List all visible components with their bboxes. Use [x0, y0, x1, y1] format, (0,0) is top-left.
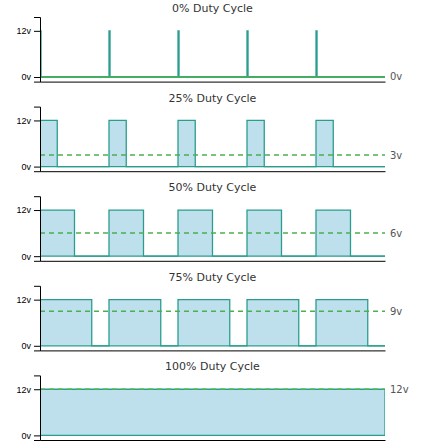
- y-tick: 0v: [21, 431, 40, 441]
- y-tick-mark: [34, 256, 40, 257]
- y-tick-mark: [34, 346, 40, 347]
- x-axis-line: [41, 82, 386, 83]
- panel-title: 75% Duty Cycle: [169, 271, 257, 284]
- panel: 50% Duty Cycle 0v 12v 6v: [16, 181, 402, 261]
- y-tick-mark: [34, 435, 40, 436]
- plot-area: [40, 120, 385, 166]
- panel: 25% Duty Cycle 0v 12v 3v: [16, 92, 402, 172]
- y-tick: 0v: [21, 252, 40, 262]
- y-tick: 12v: [16, 116, 40, 126]
- y-tick-mark: [34, 300, 40, 301]
- y-tick: 0v: [21, 162, 40, 172]
- average-line: [40, 232, 385, 234]
- figure: 0% Duty Cycle 0v 12v 0v 25% Duty Cycle 0v 12v 3…: [0, 0, 421, 448]
- signal-line: [40, 345, 385, 346]
- y-tick-mark: [34, 167, 40, 168]
- y-tick-label: 12v: [16, 116, 31, 126]
- average-label: 12v: [390, 384, 409, 395]
- x-axis: [41, 261, 386, 262]
- signal-line: [40, 120, 385, 166]
- y-tick: 12v: [16, 295, 40, 305]
- panel-title: 100% Duty Cycle: [165, 360, 260, 373]
- y-tick-mark: [34, 120, 40, 121]
- panel: 100% Duty Cycle 0v 12v 12v: [16, 360, 408, 440]
- average-line: [40, 310, 385, 312]
- x-axis: [41, 82, 386, 83]
- y-axis: 0v 12v: [16, 18, 40, 83]
- y-axis-line: [34, 18, 41, 83]
- y-axis: 0v 12v: [16, 286, 40, 351]
- y-tick-label: 0v: [21, 341, 31, 351]
- average-label: 0v: [390, 71, 402, 82]
- x-axis: [41, 171, 386, 172]
- panel-title: 50% Duty Cycle: [169, 181, 257, 194]
- plot-area: [40, 389, 385, 435]
- y-tick-mark: [34, 389, 40, 390]
- average-label: 6v: [390, 228, 402, 239]
- y-tick-mark: [34, 77, 40, 78]
- x-axis-line: [41, 261, 386, 262]
- y-axis-line: [34, 197, 41, 262]
- signal-line: [40, 256, 385, 257]
- x-axis: [41, 440, 386, 441]
- panel: 75% Duty Cycle 0v 12v 9v: [16, 271, 402, 351]
- signal-line: [40, 166, 385, 167]
- signal-line: [40, 389, 385, 435]
- y-tick-mark: [34, 31, 40, 32]
- y-axis: 0v 12v: [16, 197, 40, 262]
- y-tick-label: 0v: [21, 252, 31, 262]
- y-axis-line: [34, 107, 41, 172]
- x-axis-line: [41, 171, 386, 172]
- y-tick: 0v: [21, 72, 40, 82]
- y-tick: 0v: [21, 341, 40, 351]
- average-label: 3v: [390, 150, 402, 161]
- y-axis-line: [34, 376, 41, 441]
- y-tick: 12v: [16, 26, 40, 36]
- signal-area: [40, 210, 385, 256]
- plot-area: [40, 31, 385, 77]
- average-label: 9v: [390, 306, 402, 317]
- y-axis: 0v 12v: [16, 107, 40, 172]
- x-axis: [41, 350, 386, 351]
- y-tick-label: 12v: [16, 295, 31, 305]
- plot-area: [40, 300, 385, 346]
- average-line: [40, 388, 385, 390]
- average-line: [40, 154, 385, 156]
- signal-line: [40, 300, 385, 346]
- y-tick-label: 12v: [16, 26, 31, 36]
- x-axis-line: [41, 350, 386, 351]
- panel-title: 0% Duty Cycle: [172, 2, 253, 15]
- average-line: [40, 76, 385, 78]
- y-axis: 0v 12v: [16, 376, 40, 441]
- x-axis-line: [41, 440, 386, 441]
- y-tick-label: 0v: [21, 431, 31, 441]
- y-tick-label: 12v: [16, 385, 31, 395]
- signal-area: [40, 300, 385, 346]
- signal-line: [40, 210, 385, 256]
- signal-line: [40, 31, 385, 77]
- plot-area: [40, 210, 385, 256]
- y-tick-label: 0v: [21, 72, 31, 82]
- panel: 0% Duty Cycle 0v 12v 0v: [16, 2, 402, 82]
- panel-title: 25% Duty Cycle: [169, 92, 257, 105]
- signal-area: [40, 120, 385, 166]
- y-tick-mark: [34, 210, 40, 211]
- y-axis-line: [34, 286, 41, 351]
- signal-line: [40, 435, 385, 436]
- y-tick-label: 12v: [16, 205, 31, 215]
- y-tick: 12v: [16, 205, 40, 215]
- signal-area: [40, 389, 385, 435]
- y-tick: 12v: [16, 385, 40, 395]
- signal-line: [40, 76, 385, 77]
- y-tick-label: 0v: [21, 162, 31, 172]
